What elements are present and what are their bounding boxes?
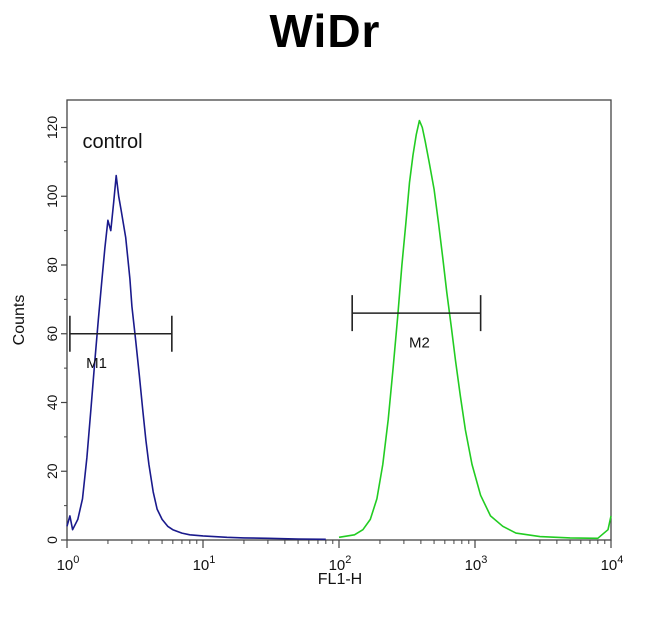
y-tick-label: 20 [44,463,60,479]
x-tick-base: 10 [193,557,210,574]
x-tick-base: 10 [601,557,618,574]
plot-frame [66,99,612,541]
y-axis-label: Counts [11,295,28,346]
y-tick-label: 40 [44,395,60,411]
x-tick-label: 103 [465,554,488,574]
y-axis: 0 20 40 60 80 100 120 [44,116,67,544]
x-tick-exponent: 0 [73,554,79,566]
chart-title: WiDr [269,5,381,57]
x-tick-base: 10 [57,557,74,574]
x-tick-label: 102 [329,554,352,574]
annotation-label: M2 [409,335,430,352]
y-tick-label: 120 [44,116,60,140]
y-tick-label: 60 [44,326,60,342]
x-axis: 100 101 102 103 104 [57,540,624,574]
annotation-label: M1 [86,355,107,372]
x-tick-exponent: 4 [617,554,623,566]
x-tick-label: 101 [193,554,216,574]
x-tick-exponent: 2 [345,554,351,566]
sample-histogram-line [338,119,612,540]
annotation-layer: control M1 M2 [69,131,482,372]
x-tick-label: 104 [601,554,624,574]
x-axis-label: FL1-H [318,571,362,588]
y-tick-label: 80 [44,257,60,273]
x-tick-exponent: 1 [209,554,215,566]
series-layer [66,119,612,541]
x-tick-base: 10 [329,557,346,574]
x-tick-label: 100 [57,554,80,574]
control-histogram-line [66,174,326,541]
x-tick-base: 10 [465,557,482,574]
y-tick-label: 100 [44,184,60,208]
x-tick-exponent: 3 [481,554,487,566]
y-tick-label: 0 [44,536,60,544]
annotation-label: control [82,131,142,153]
